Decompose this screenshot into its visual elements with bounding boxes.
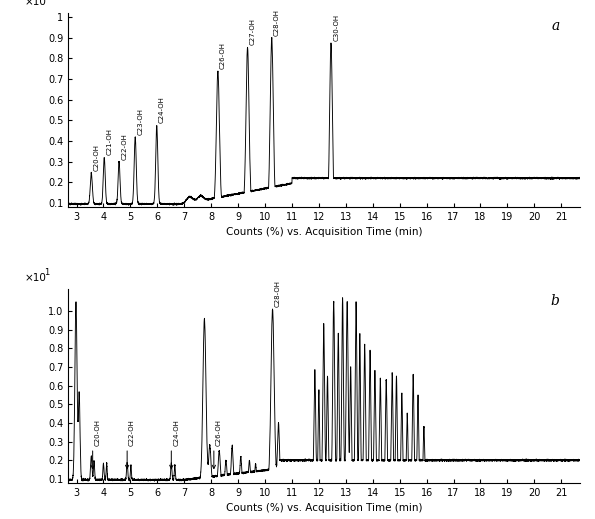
Text: C30-OH: C30-OH xyxy=(333,13,339,41)
Text: C28-OH: C28-OH xyxy=(275,280,281,307)
Text: C23-OH: C23-OH xyxy=(137,108,143,135)
Text: C27-OH: C27-OH xyxy=(250,18,256,45)
Text: 2: 2 xyxy=(44,0,49,2)
Text: C20-OH: C20-OH xyxy=(95,419,101,446)
Text: a: a xyxy=(552,19,560,33)
Text: C26-OH: C26-OH xyxy=(216,419,222,446)
Text: ×10: ×10 xyxy=(25,0,47,7)
Text: C24-OH: C24-OH xyxy=(159,97,165,124)
Text: 1: 1 xyxy=(44,268,49,277)
Text: C28-OH: C28-OH xyxy=(274,9,280,36)
Text: C24-OH: C24-OH xyxy=(173,419,179,446)
Text: C20-OH: C20-OH xyxy=(93,144,99,171)
Text: C22-OH: C22-OH xyxy=(121,133,127,159)
Text: ×10: ×10 xyxy=(25,273,47,283)
Text: C26-OH: C26-OH xyxy=(220,42,226,69)
X-axis label: Counts (%) vs. Acquisition Time (min): Counts (%) vs. Acquisition Time (min) xyxy=(226,503,422,513)
Text: b: b xyxy=(551,294,560,308)
Text: C21-OH: C21-OH xyxy=(107,128,112,156)
X-axis label: Counts (%) vs. Acquisition Time (min): Counts (%) vs. Acquisition Time (min) xyxy=(226,227,422,238)
Text: C22-OH: C22-OH xyxy=(129,419,135,446)
